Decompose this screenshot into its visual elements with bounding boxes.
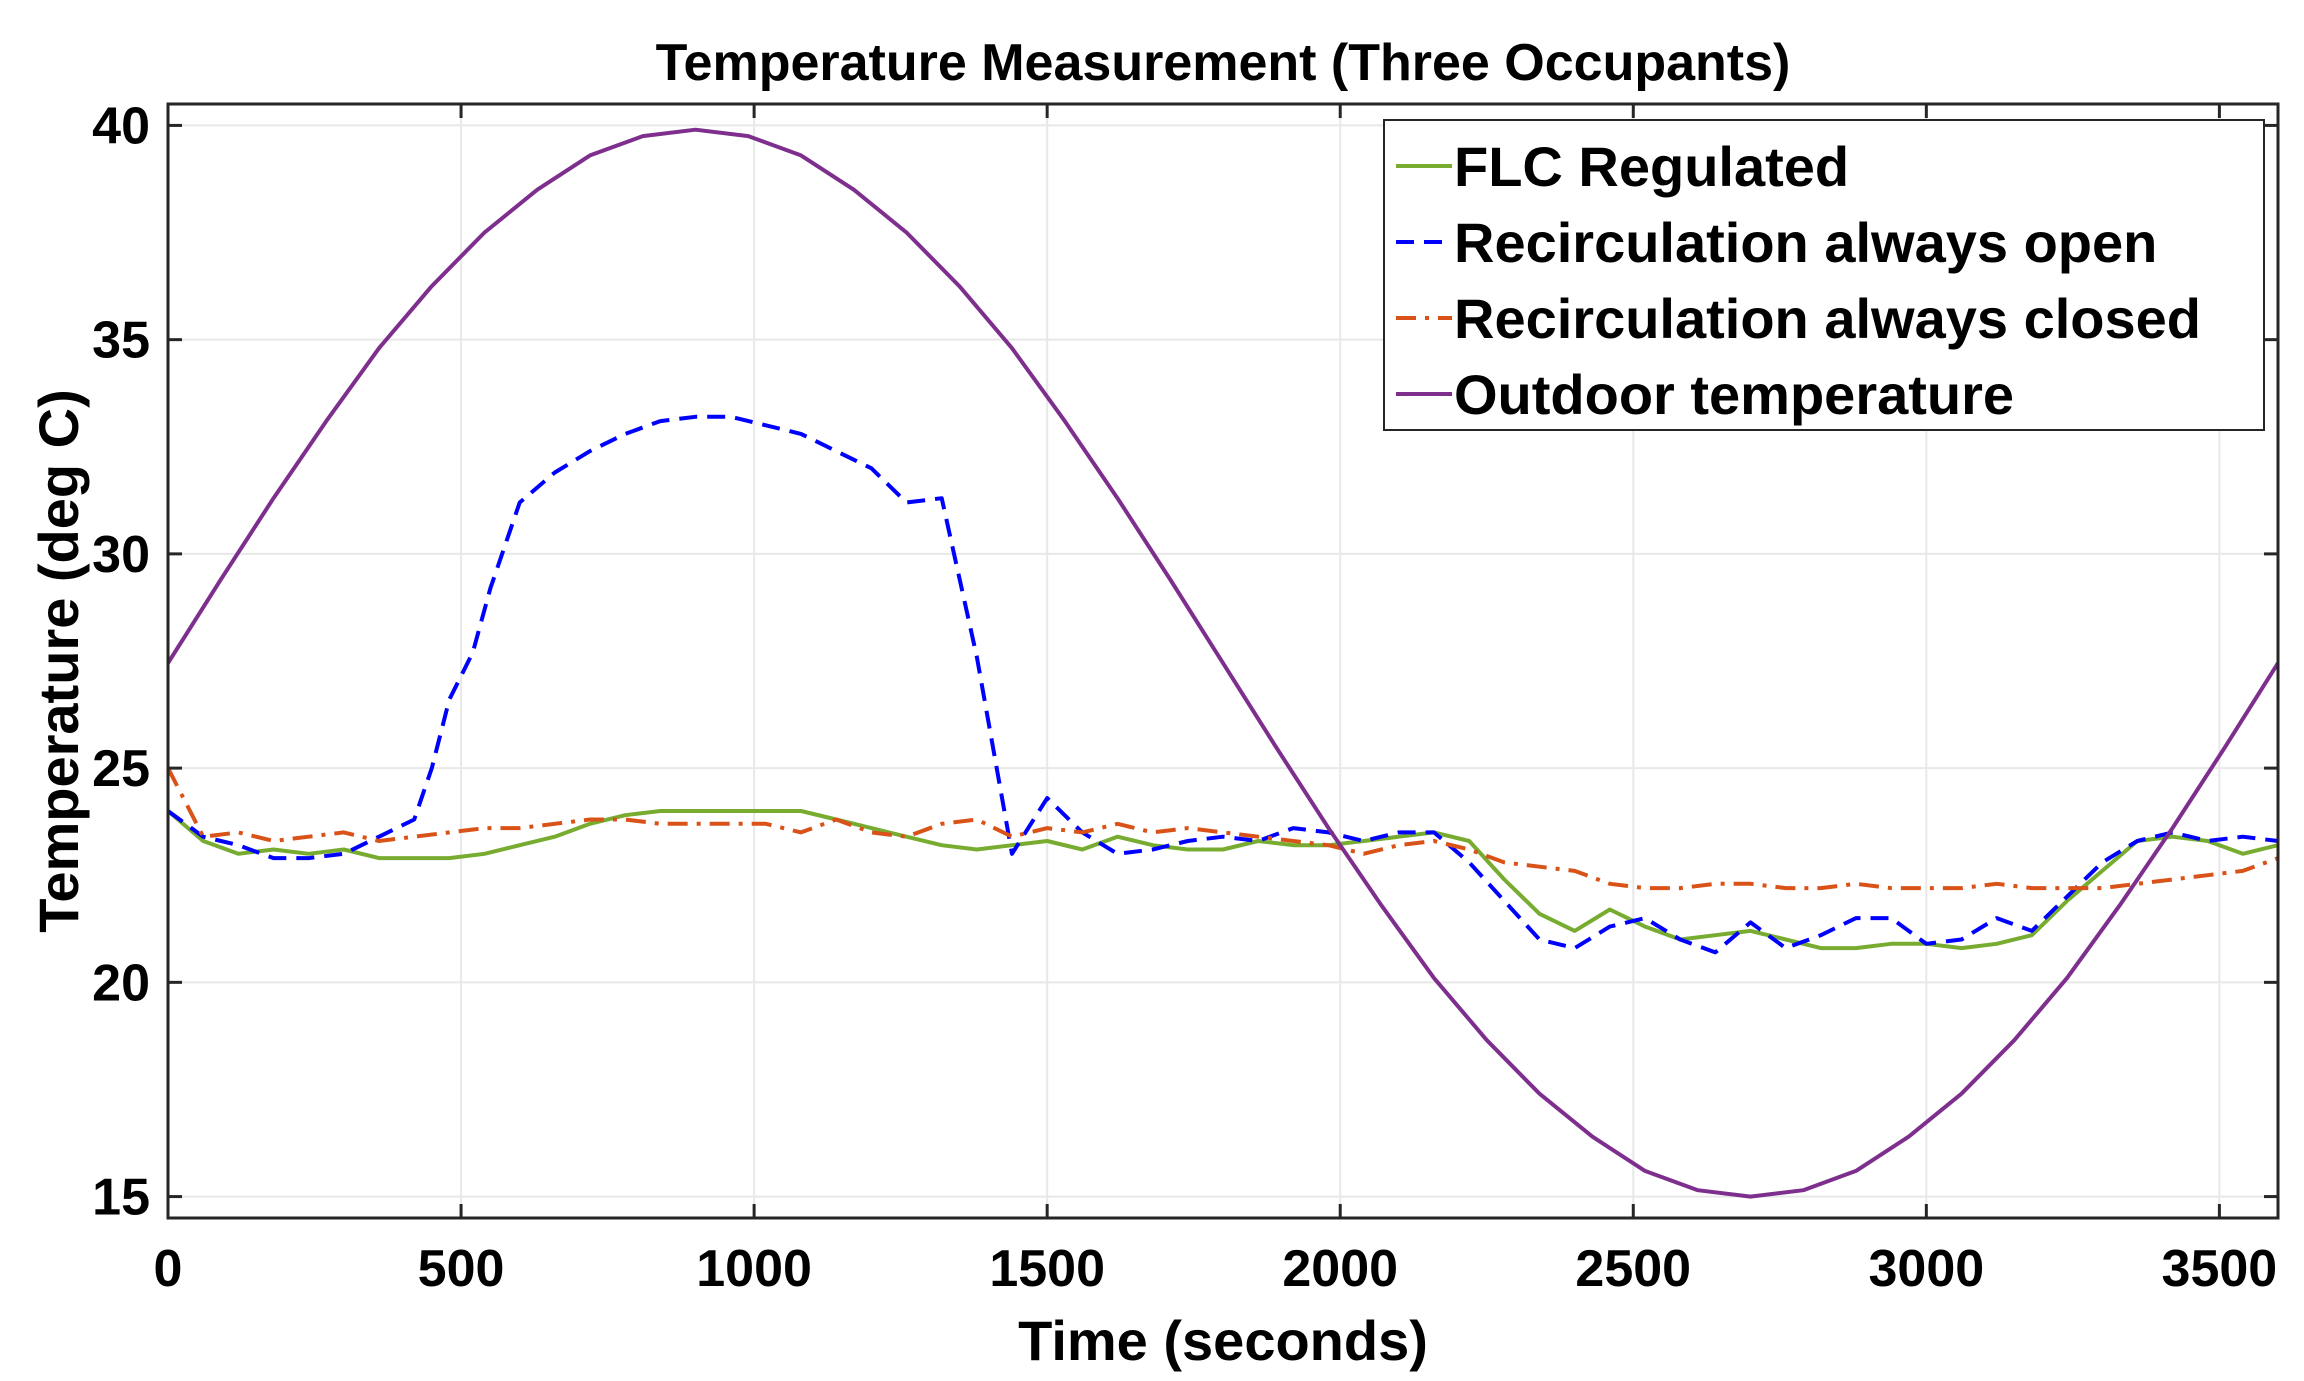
legend-entry-flc: FLC Regulated — [1396, 135, 1849, 198]
series-outdoor — [166, 127, 2280, 1199]
series-recirc-open — [166, 414, 2279, 955]
x-tick-label: 3000 — [1868, 1240, 1984, 1298]
y-tick-label: 20 — [92, 954, 150, 1012]
axes-frame — [166, 102, 2280, 1220]
series-layer — [166, 127, 2280, 1199]
x-tick-label: 1000 — [696, 1240, 812, 1298]
legend: FLC Regulated Recirculation always open … — [1383, 119, 2265, 431]
legend-label-flc: FLC Regulated — [1454, 135, 1849, 198]
legend-box — [1383, 119, 2265, 431]
y-tick-label: 15 — [92, 1169, 150, 1227]
x-tick-label: 2000 — [1282, 1240, 1398, 1298]
x-tick-label: 1500 — [989, 1240, 1105, 1298]
x-tick-label: 3500 — [2162, 1240, 2278, 1298]
x-tick-label: 500 — [418, 1240, 505, 1298]
x-tick-label: 2500 — [1575, 1240, 1691, 1298]
legend-label-open: Recirculation always open — [1454, 211, 2157, 274]
legend-entry-closed: Recirculation always closed — [1396, 287, 2201, 350]
x-tick-label: 0 — [154, 1240, 183, 1298]
y-tick-label: 30 — [92, 526, 150, 584]
legend-label-outdoor: Outdoor temperature — [1454, 363, 2014, 426]
legend-entry-outdoor: Outdoor temperature — [1396, 363, 2014, 426]
x-axis-label: Time (seconds) — [1018, 1309, 1428, 1372]
y-axis-label: Temperature (deg C) — [27, 389, 90, 932]
legend-entry-open: Recirculation always open — [1396, 211, 2157, 274]
series-recirc-closed — [166, 767, 2279, 891]
y-tick-label: 40 — [92, 97, 150, 155]
y-tick-label: 25 — [92, 740, 150, 798]
chart-title: Temperature Measurement (Three Occupants… — [656, 34, 1791, 92]
legend-label-closed: Recirculation always closed — [1454, 287, 2201, 350]
y-tick-label: 35 — [92, 312, 150, 370]
tick-layer: 0 500 1000 1500 2000 2500 3000 3500 15 20 25 30 35 40 — [92, 97, 2278, 1298]
